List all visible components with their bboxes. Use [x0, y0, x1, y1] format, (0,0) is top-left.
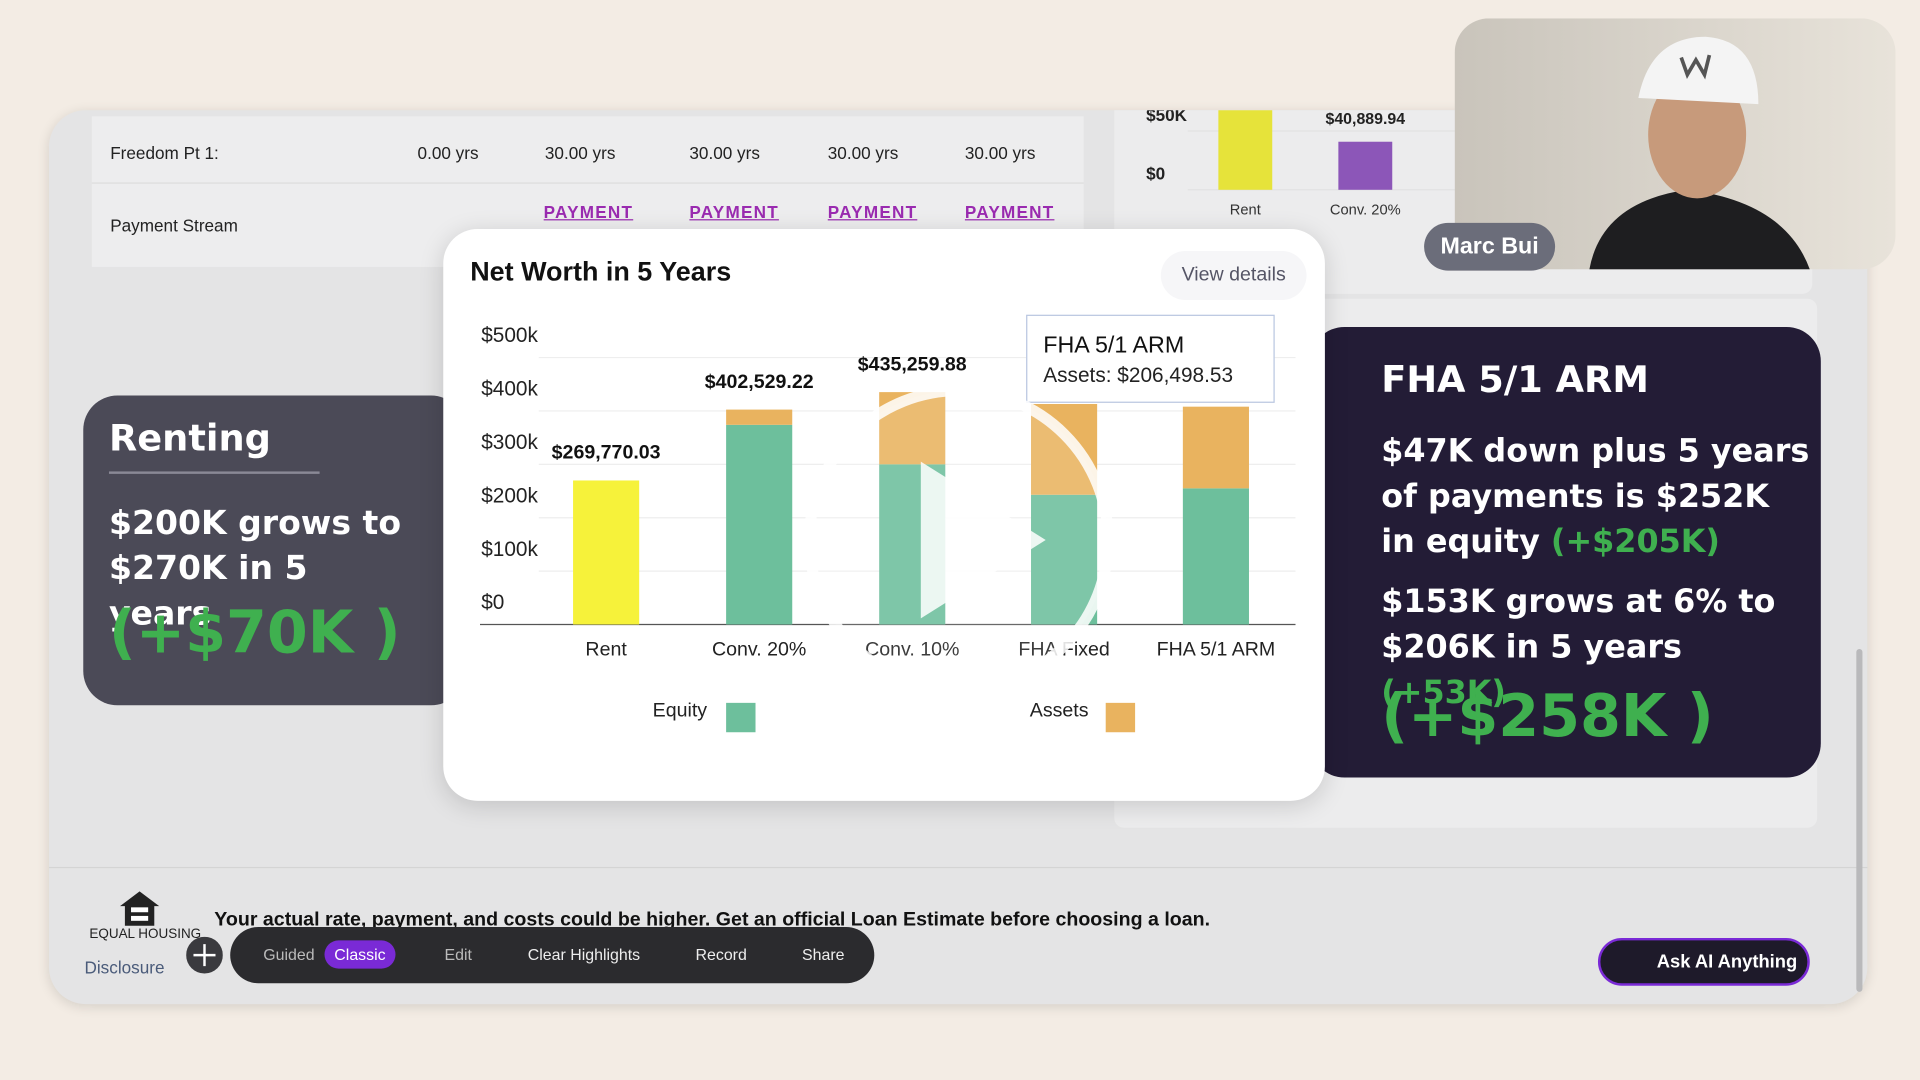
- fha-card: FHA 5/1 ARM $47K down plus 5 years of pa…: [1310, 326, 1821, 778]
- payment-link[interactable]: PAYMENT: [543, 202, 634, 222]
- cell: 30.00 yrs: [964, 143, 1036, 163]
- bar-segment: [1182, 406, 1249, 489]
- y-tick-label: $400k: [481, 378, 538, 401]
- paragraph-highlight: (+$205K): [1550, 524, 1720, 561]
- total-label: $402,529.22: [705, 371, 814, 393]
- toolbar-item[interactable]: Record: [695, 945, 747, 964]
- bar-segment: [726, 424, 793, 625]
- move-button[interactable]: [186, 936, 223, 974]
- bar: [1218, 110, 1273, 190]
- bar-segment: [726, 409, 793, 425]
- bar-segment: [1182, 488, 1249, 625]
- disclaimer: Your actual rate, payment, and costs cou…: [214, 909, 1211, 931]
- row-label: Freedom Pt 1:: [110, 143, 219, 163]
- renting-card: Renting $200K grows to $270K in 5 years …: [83, 395, 466, 706]
- bar-segment: [1031, 494, 1098, 625]
- x-tick-label: Conv. 20%: [1330, 202, 1401, 218]
- total-label: $269,770.03: [552, 442, 661, 464]
- y-tick-label: $300k: [481, 431, 538, 454]
- toolbar-item[interactable]: Share: [802, 945, 845, 964]
- y-tick-label: $0: [481, 591, 504, 614]
- toolbar-item[interactable]: Edit: [444, 945, 472, 964]
- x-tick-label: Rent: [585, 638, 627, 660]
- hat-logo: [1679, 54, 1712, 80]
- x-tick-label: Rent: [1230, 202, 1261, 218]
- payment-link[interactable]: PAYMENT: [689, 202, 779, 222]
- legend-label: Equity: [653, 700, 708, 722]
- logo-text: EQUAL HOUSING: [89, 926, 202, 942]
- paragraph: $153K grows at 6% to $206K in 5 years: [1381, 584, 1776, 667]
- x-tick-label: FHA 5/1 ARM: [1157, 638, 1276, 660]
- cell: 30.00 yrs: [689, 143, 760, 163]
- paragraph-highlight: (+53K): [1381, 674, 1506, 712]
- y-tick-label: $0: [1146, 164, 1165, 184]
- x-tick-label: Conv. 20%: [712, 638, 806, 660]
- y-tick-label: $200k: [481, 484, 538, 507]
- cell: 0.00 yrs: [417, 143, 479, 163]
- cell: 30.00 yrs: [827, 143, 899, 163]
- y-tick-label: $500k: [481, 324, 538, 347]
- card-highlight: (+$258K ): [1381, 682, 1714, 751]
- play-overlay[interactable]: [443, 229, 1325, 801]
- y-tick-label: $100k: [481, 538, 538, 561]
- legend-label: Assets: [1030, 700, 1089, 722]
- play-icon: [920, 461, 1046, 619]
- tooltip-text: Assets: $206,498.53: [1043, 363, 1234, 387]
- view-details-button[interactable]: View details: [1160, 251, 1307, 301]
- card-title: Renting: [108, 417, 271, 461]
- value-label: $40,889.94: [1326, 111, 1406, 128]
- scrollbar: [1856, 648, 1863, 992]
- footer-divider: [48, 866, 1868, 869]
- face: [1648, 71, 1747, 199]
- y-tick-label: $50K: [1146, 110, 1188, 125]
- bar-segment: [573, 480, 640, 625]
- card-text: $47K down plus 5 years of payments is $2…: [1381, 430, 1810, 566]
- cell: 30.00 yrs: [544, 143, 616, 163]
- card-text: $200K grows to $270K in 5 years: [108, 504, 402, 634]
- card-title: FHA 5/1 ARM: [1381, 358, 1649, 402]
- background-chart: $0 $50K Rent Conv. 20% $40,889.94: [1146, 110, 1813, 218]
- total-label: $435,259.88: [858, 353, 967, 375]
- tooltip-title: FHA 5/1 ARM: [1043, 333, 1185, 359]
- row-divider: [91, 182, 1084, 184]
- chart-modal: Net Worth in 5 Years View details $0 $100…: [443, 228, 1325, 801]
- shirt: [1589, 189, 1810, 270]
- legend-swatch: [1105, 702, 1136, 733]
- bar: [1338, 141, 1393, 190]
- row-label: Payment Stream: [110, 215, 238, 236]
- payment-link[interactable]: PAYMENT: [964, 202, 1055, 222]
- toolbar-item-active[interactable]: Classic: [324, 940, 396, 969]
- legend-swatch: [726, 702, 756, 733]
- paragraph: $47K down plus 5 years of payments is $2…: [1381, 433, 1810, 561]
- divider: [108, 471, 320, 474]
- tooltip: FHA 5/1 ARM Assets: $206,498.53: [1026, 314, 1275, 403]
- equal-housing-logo: [120, 891, 160, 926]
- toolbar-item[interactable]: Clear Highlights: [527, 945, 641, 964]
- webcam: [1454, 18, 1896, 270]
- toolbar: Guided Classic Edit Clear Highlights Rec…: [230, 926, 875, 984]
- toolbar-item[interactable]: Guided: [263, 945, 315, 964]
- card-highlight: (+$70K ): [108, 598, 401, 668]
- presenter-name: Marc Bui: [1424, 222, 1556, 271]
- modal-title: Net Worth in 5 Years: [470, 255, 732, 287]
- payment-link[interactable]: PAYMENT: [827, 202, 918, 222]
- chart: $0 $100k $200k $300k $400k $500k Rent $269,770.…: [480, 324, 1296, 733]
- hat: [1638, 36, 1759, 105]
- disclosure-link[interactable]: Disclosure: [84, 957, 165, 978]
- ask-ai-button[interactable]: Ask AI Anything: [1597, 937, 1810, 986]
- x-tick-label: Conv. 10%: [865, 638, 959, 660]
- card-text: $153K grows at 6% to $206K in 5 years (+…: [1381, 580, 1810, 716]
